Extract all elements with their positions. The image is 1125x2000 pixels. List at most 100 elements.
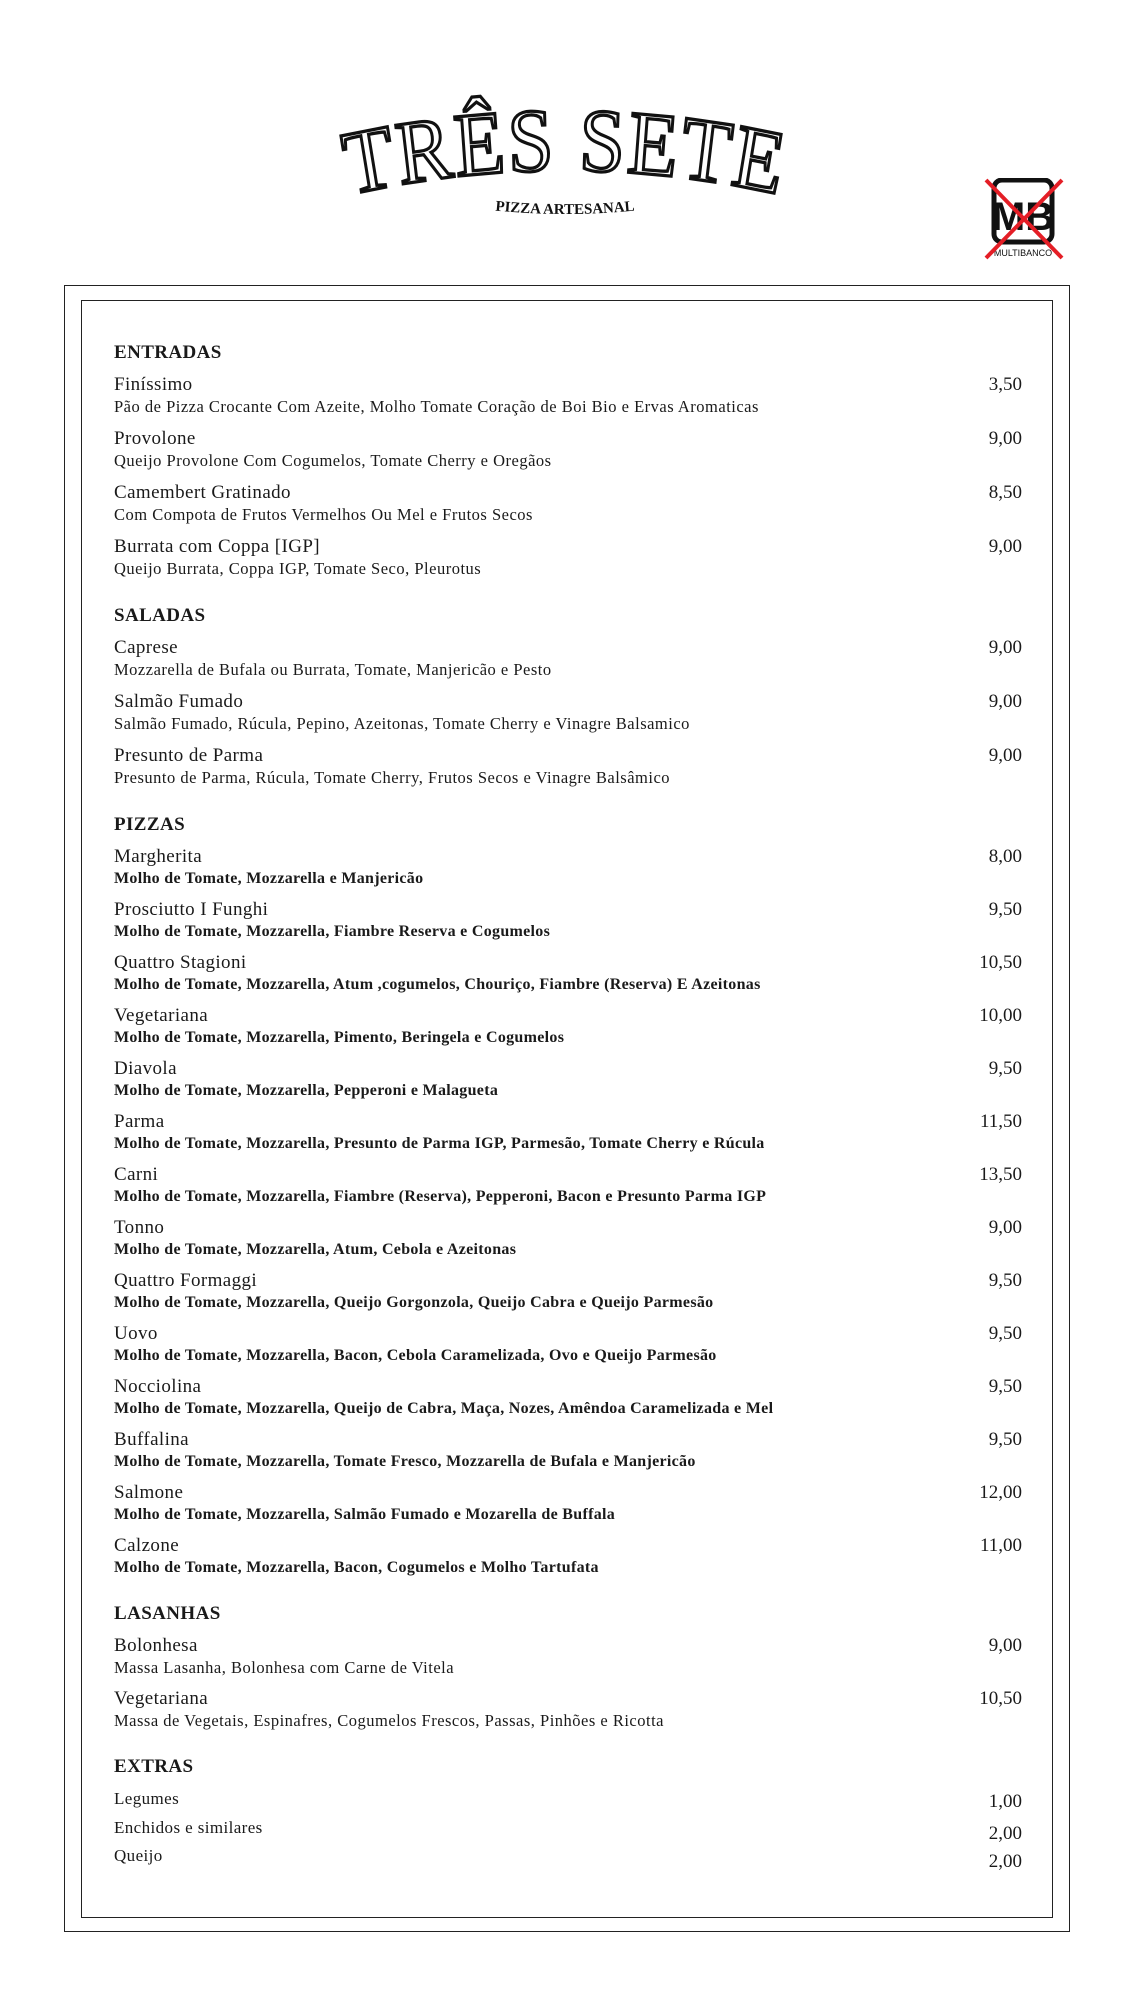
item-description: Mozzarella de Bufala ou Burrata, Tomate,… <box>114 660 552 679</box>
section-pizzas: PIZZAS Margherita Molho de Tomate, Mozzare… <box>114 813 1022 1588</box>
menu-item: Finíssimo Pão de Pizza Crocante Com Azeit… <box>114 374 1022 428</box>
item-price: 2,00 <box>988 1822 1022 1844</box>
section-title: EXTRAS <box>114 1756 194 1777</box>
item-price: 11,50 <box>979 1111 1022 1132</box>
item-name: Tonno <box>114 1217 165 1238</box>
item-name: Legumes <box>114 1789 180 1808</box>
item-name: Burrata com Coppa [IGP] <box>114 536 321 557</box>
item-description: Molho de Tomate, Mozzarella, Presunto de… <box>114 1135 765 1152</box>
svg-text:TRÊS SETE: TRÊS SETE <box>336 90 794 198</box>
menu-item: Uovo Molho de Tomate, Mozzarella, Bacon, … <box>114 1323 1022 1376</box>
item-price: 9,50 <box>988 1429 1022 1450</box>
item-name: Bolonhesa <box>114 1635 198 1656</box>
item-description: Molho de Tomate, Mozzarella, Pepperoni e… <box>114 1082 499 1099</box>
section-lasanhas: LASANHAS Bolonhesa Massa Lasanha, Bolonhes… <box>114 1602 1022 1741</box>
item-price: 13,50 <box>979 1164 1022 1185</box>
item-price: 10,50 <box>979 1688 1022 1709</box>
item-description: Molho de Tomate, Mozzarella, Atum ,cogum… <box>114 976 761 993</box>
item-price: 9,50 <box>988 1058 1022 1079</box>
section-title: ENTRADAS <box>114 342 222 363</box>
section-title: SALADAS <box>114 605 206 626</box>
menu-item: Camembert Gratinado Com Compota de Frutos… <box>114 482 1022 536</box>
menu-item: Enchidos e similares 2,00 <box>114 1817 1022 1846</box>
section-title: PIZZAS <box>114 814 186 835</box>
menu-item: Bolonhesa Massa Lasanha, Bolonhesa com Ca… <box>114 1635 1022 1688</box>
item-description: Molho de Tomate, Mozzarella, Atum, Cebol… <box>114 1241 517 1258</box>
menu-item: Salmone Molho de Tomate, Mozzarella, Salm… <box>114 1482 1022 1535</box>
svg-text:PIZZA ARTESANAL: PIZZA ARTESANAL <box>495 199 636 218</box>
item-description: Molho de Tomate, Mozzarella, Salmão Fuma… <box>114 1506 616 1523</box>
item-name: Caprese <box>114 637 178 658</box>
item-price: 9,00 <box>988 536 1022 557</box>
item-name: Margherita <box>114 846 203 867</box>
menu-outer-border <box>64 285 1070 1932</box>
item-name: Provolone <box>114 428 196 449</box>
menu-item: Queijo 2,00 <box>114 1845 1022 1874</box>
item-price: 9,50 <box>988 1376 1022 1397</box>
subtitle: PIZZA ARTESANAL <box>495 199 636 218</box>
item-name: Parma <box>114 1111 165 1132</box>
item-name: Carni <box>114 1164 159 1185</box>
section-entradas: ENTRADAS Finíssimo Pão de Pizza Crocante C… <box>114 341 1022 590</box>
item-description: Molho de Tomate, Mozzarella e Manjericão <box>114 870 424 887</box>
menu-item: Margherita Molho de Tomate, Mozzarella e … <box>114 846 1022 899</box>
item-price: 9,50 <box>988 899 1022 920</box>
section-saladas: SALADAS Caprese Mozzarella de Bufala ou Bu… <box>114 604 1022 799</box>
item-description: Molho de Tomate, Mozzarella, Pimento, Be… <box>114 1029 565 1046</box>
item-description: Presunto de Parma, Rúcula, Tomate Cherry… <box>114 768 671 787</box>
item-description: Pão de Pizza Crocante Com Azeite, Molho … <box>114 397 759 416</box>
item-price: 8,00 <box>988 846 1022 867</box>
item-price: 9,00 <box>988 691 1022 712</box>
menu-list: ENTRADAS Finíssimo Pão de Pizza Crocante C… <box>114 341 1022 1888</box>
menu-item: Burrata com Coppa [IGP] Queijo Burrata, C… <box>114 536 1022 590</box>
multibanco-label: MULTIBANCO <box>994 248 1052 258</box>
menu-item: Buffalina Molho de Tomate, Mozzarella, To… <box>114 1429 1022 1482</box>
item-price: 10,50 <box>979 952 1022 973</box>
item-name: Salmão Fumado <box>114 691 244 712</box>
item-name: Camembert Gratinado <box>114 482 291 503</box>
item-description: Molho de Tomate, Mozzarella, Fiambre Res… <box>114 923 551 940</box>
menu-item: Vegetariana Massa de Vegetais, Espinafres… <box>114 1688 1022 1741</box>
item-name: Queijo <box>114 1846 163 1865</box>
item-price: 8,50 <box>988 482 1022 503</box>
menu-item: Parma Molho de Tomate, Mozzarella, Presun… <box>114 1111 1022 1164</box>
item-name: Prosciutto I Funghi <box>114 899 269 920</box>
menu-item: Carni Molho de Tomate, Mozzarella, Fiambr… <box>114 1164 1022 1217</box>
item-description: Molho de Tomate, Mozzarella, Queijo de C… <box>114 1400 774 1417</box>
item-price: 2,00 <box>988 1851 1022 1872</box>
menu-item: Quattro Stagioni Molho de Tomate, Mozzare… <box>114 952 1022 1005</box>
item-name: Diavola <box>114 1058 177 1079</box>
item-name: Quattro Stagioni <box>114 952 247 973</box>
item-name: Salmone <box>114 1482 184 1503</box>
item-description: Molho de Tomate, Mozzarella, Tomate Fres… <box>114 1453 696 1470</box>
item-description: Molho de Tomate, Mozzarella, Bacon, Cebo… <box>114 1347 717 1364</box>
menu-item: Legumes 1,00 <box>114 1788 1022 1817</box>
restaurant-logo: TRÊS SETE <box>334 88 794 198</box>
item-price: 9,00 <box>988 428 1022 449</box>
item-description: Com Compota de Frutos Vermelhos Ou Mel e… <box>114 505 533 524</box>
item-description: Molho de Tomate, Mozzarella, Bacon, Cogu… <box>114 1559 599 1576</box>
section-title: LASANHAS <box>114 1603 221 1624</box>
item-price: 1,00 <box>988 1791 1022 1812</box>
menu-inner-border <box>81 300 1053 1918</box>
item-price: 9,00 <box>988 637 1022 658</box>
item-name: Buffalina <box>114 1429 190 1450</box>
item-name: Finíssimo <box>114 374 193 395</box>
menu-item: Provolone Queijo Provolone Com Cogumelos,… <box>114 428 1022 482</box>
multibanco-crossed-out-icon: MB MULTIBANCO <box>984 178 1064 260</box>
subtitle-text: PIZZA ARTESANAL <box>495 199 636 218</box>
menu-item: Caprese Mozzarella de Bufala ou Burrata, … <box>114 637 1022 691</box>
item-name: Calzone <box>114 1535 180 1556</box>
item-description: Queijo Burrata, Coppa IGP, Tomate Seco, … <box>114 559 482 578</box>
item-price: 12,00 <box>979 1482 1022 1503</box>
menu-item: Presunto de Parma Presunto de Parma, Rúcu… <box>114 745 1022 799</box>
item-name: Vegetariana <box>114 1688 209 1709</box>
menu-item: Prosciutto I Funghi Molho de Tomate, Mozz… <box>114 899 1022 952</box>
item-name: Enchidos e similares <box>114 1817 263 1837</box>
item-price: 9,00 <box>988 1217 1022 1238</box>
item-price: 11,00 <box>979 1535 1022 1556</box>
menu-item: Salmão Fumado Salmão Fumado, Rúcula, Pepi… <box>114 691 1022 745</box>
item-price: 3,50 <box>988 374 1022 395</box>
item-name: Quattro Formaggi <box>114 1270 258 1291</box>
item-name: Vegetariana <box>114 1005 209 1026</box>
